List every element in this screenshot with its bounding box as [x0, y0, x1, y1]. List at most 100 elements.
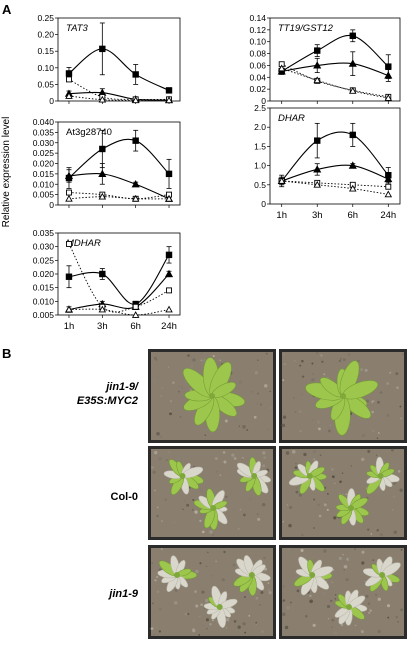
chart-title: DHAR	[278, 113, 305, 124]
soil-grain	[268, 591, 272, 595]
soil-grain	[282, 599, 286, 602]
soil-grain	[331, 626, 333, 628]
soil-grain	[173, 521, 175, 524]
soil-grain	[339, 480, 342, 484]
rosette-center	[309, 572, 316, 578]
soil-grain	[342, 493, 344, 496]
rosette-center	[306, 473, 313, 479]
soil-grain	[242, 513, 246, 517]
series-1	[278, 29, 392, 79]
soil-grain	[402, 353, 404, 355]
data-point	[131, 96, 140, 104]
soil-grain	[152, 470, 156, 474]
y-tick-label: 0	[261, 199, 266, 209]
soil-grain	[371, 429, 375, 433]
soil-grain	[225, 495, 228, 499]
y-tick-label: 0.06	[249, 60, 266, 70]
soil-grain	[396, 386, 399, 389]
data-point	[65, 305, 73, 313]
soil-grain	[375, 528, 377, 530]
soil-grain	[177, 457, 181, 461]
soil-grain	[186, 503, 190, 507]
series-4	[277, 177, 393, 198]
soil-grain	[311, 378, 315, 382]
soil-grain	[360, 368, 364, 372]
soil-grain	[312, 623, 316, 627]
soil-grain	[299, 430, 302, 433]
data-point	[349, 131, 356, 139]
soil-grain	[311, 362, 314, 365]
soil-grain	[342, 553, 344, 556]
y-tick-label: 0.030	[33, 242, 55, 252]
soil-grain	[377, 629, 381, 634]
series-1	[278, 122, 392, 188]
soil-grain	[224, 419, 228, 423]
soil-grain	[316, 421, 320, 425]
soil-grain	[160, 394, 163, 397]
soil-grain	[201, 590, 205, 594]
y-tick-label: 0.20	[37, 30, 54, 40]
soil-grain	[233, 620, 237, 623]
soil-grain	[201, 530, 205, 534]
soil-grain	[288, 548, 290, 550]
y-tick-label: 0	[49, 96, 54, 106]
soil-grain	[369, 609, 372, 612]
soil-grain	[212, 619, 214, 622]
data-point	[65, 194, 73, 202]
soil-grain	[246, 429, 249, 431]
soil-grain	[179, 416, 182, 418]
data-point	[384, 94, 393, 101]
series-line	[281, 180, 389, 195]
soil-grain	[282, 612, 286, 616]
data-point	[131, 180, 140, 188]
soil-grain	[282, 415, 287, 419]
y-tick-label: 0.14	[249, 13, 266, 23]
soil-grain	[253, 415, 257, 419]
soil-grain	[180, 386, 184, 389]
soil-grain	[173, 601, 178, 605]
data-point	[349, 32, 356, 39]
chart-1: 0 0.05 0.10 0.15 0.20 0.25 TAT3	[37, 13, 181, 106]
y-tick-label: 0.020	[33, 159, 55, 169]
soil-grain	[262, 505, 265, 508]
soil-grain	[199, 519, 202, 522]
series-line	[281, 180, 389, 188]
soil-grain	[377, 597, 381, 601]
soil-grain	[200, 361, 205, 366]
series-line	[68, 254, 170, 305]
data-point	[166, 287, 172, 294]
soil-grain	[393, 530, 398, 535]
soil-grain	[331, 475, 335, 479]
soil-grain	[167, 366, 169, 368]
soil-grain	[326, 604, 331, 609]
series-line	[68, 79, 170, 100]
soil-grain	[262, 451, 266, 455]
soil-grain	[155, 575, 159, 579]
chart-title: TT19/GST12	[278, 23, 334, 34]
soil-grain	[160, 548, 163, 551]
series-line	[281, 34, 389, 72]
soil-grain	[169, 412, 172, 416]
soil-grain	[269, 390, 272, 393]
soil-grain	[243, 596, 246, 599]
data-point	[313, 76, 321, 84]
soil-grain	[162, 556, 164, 558]
soil-grain	[371, 410, 374, 414]
soil-grain	[238, 380, 243, 384]
data-point	[99, 270, 106, 278]
soil-grain	[364, 580, 366, 583]
soil-grain	[370, 533, 373, 535]
series-4	[277, 64, 393, 101]
data-point	[313, 165, 322, 173]
soil-grain	[282, 379, 285, 382]
soil-grain	[345, 493, 348, 496]
soil-grain	[300, 548, 304, 552]
soil-grain	[323, 503, 327, 507]
soil-grain	[194, 590, 197, 593]
soil-grain	[395, 359, 398, 362]
chart-title: MDHAR	[66, 238, 101, 249]
soil-grain	[184, 381, 187, 384]
soil-grain	[317, 503, 320, 507]
y-tick-label: 0.05	[37, 79, 54, 89]
soil-grain	[300, 393, 303, 396]
